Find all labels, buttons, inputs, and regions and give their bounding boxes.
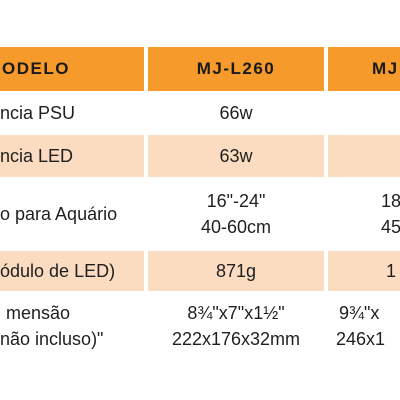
row-led-mj-l260: 63w [148,135,324,177]
row-dimension-mj-l260: 8¾"x7"x1½" 222x176x32mm [148,292,324,360]
dimension-label-line2: não incluso)" [0,329,104,349]
aquarium-cm: 40-60cm [200,217,272,237]
row-led-next [328,135,400,177]
dimension-next-inches: 9¾"x [339,303,380,323]
dimension-mm: 222x176x32mm [171,329,301,349]
row-led-label: ncia LED [0,135,144,177]
dimension-next-mm: 246x1 [336,329,386,349]
header-next-model: MJ [328,47,400,91]
dimension-inches: 8¾"x7"x1½" [187,303,285,323]
header-mj-l260: MJ-L260 [148,47,324,91]
aquarium-next-inches: 18 [381,191,400,211]
row-psu-mj-l260: 66w [148,92,324,134]
dimension-label-line1: mensão [6,303,71,323]
aquarium-next-cm: 45 [381,217,400,237]
row-dimension-next: 9¾"x 246x1 [328,292,400,360]
row-psu-next [328,92,400,134]
row-weight-label: ódulo de LED) [0,251,144,291]
header-model-label: ODELO [0,47,144,91]
row-aquarium-next: 18 45 [328,178,400,250]
row-dimension-label: mensão não incluso)" [0,292,144,360]
row-weight-mj-l260: 871g [148,251,324,291]
aquarium-inches: 16"-24" [206,191,266,211]
row-weight-next: 1 [328,251,400,291]
row-psu-label: ncia PSU [0,92,144,134]
row-aquarium-label: o para Aquário [0,178,144,250]
row-aquarium-mj-l260: 16"-24" 40-60cm [148,178,324,250]
